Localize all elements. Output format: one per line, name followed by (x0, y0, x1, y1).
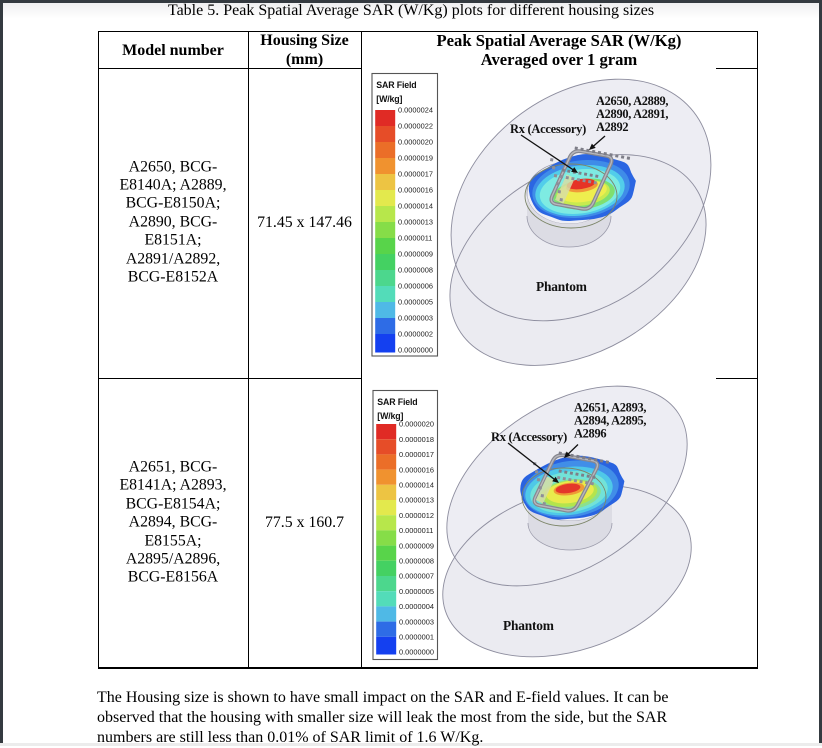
svg-text:0.0000004: 0.0000004 (399, 602, 434, 611)
svg-text:0.0000009: 0.0000009 (399, 541, 434, 550)
svg-text:0.0000001: 0.0000001 (399, 633, 434, 642)
svg-text:A2650, A2889,: A2650, A2889, (596, 94, 668, 108)
svg-text:0.0000019: 0.0000019 (398, 154, 433, 163)
svg-text:0.0000017: 0.0000017 (399, 450, 434, 459)
svg-text:0.0000014: 0.0000014 (398, 202, 433, 211)
svg-text:0.0000000: 0.0000000 (399, 648, 434, 657)
svg-text:0.0000009: 0.0000009 (398, 250, 433, 259)
svg-text:Phantom: Phantom (536, 279, 587, 294)
svg-text:0.0000005: 0.0000005 (398, 298, 433, 307)
svg-text:0.0000003: 0.0000003 (399, 617, 434, 626)
svg-text:0.0000016: 0.0000016 (399, 465, 434, 474)
svg-text:0.0000016: 0.0000016 (398, 186, 433, 195)
svg-text:A2651, A2893,: A2651, A2893, (574, 401, 646, 415)
svg-text:0.0000011: 0.0000011 (399, 526, 433, 535)
svg-text:SAR Field: SAR Field (376, 80, 416, 90)
svg-text:0.0000024: 0.0000024 (398, 106, 433, 115)
svg-text:Rx (Accessory): Rx (Accessory) (510, 122, 586, 136)
svg-text:SAR Field: SAR Field (377, 397, 417, 407)
svg-text:A2890, A2891,: A2890, A2891, (596, 107, 668, 121)
svg-text:Phantom: Phantom (503, 618, 554, 633)
svg-text:0.0000003: 0.0000003 (398, 314, 433, 323)
svg-text:0.0000011: 0.0000011 (398, 234, 432, 243)
svg-text:0.0000008: 0.0000008 (398, 266, 433, 275)
svg-text:0.0000014: 0.0000014 (399, 481, 434, 490)
svg-text:0.0000013: 0.0000013 (398, 218, 433, 227)
svg-text:[W/kg]: [W/kg] (377, 411, 403, 421)
svg-text:0.0000000: 0.0000000 (398, 346, 433, 355)
svg-text:0.0000018: 0.0000018 (399, 435, 434, 444)
svg-text:A2894, A2895,: A2894, A2895, (574, 414, 646, 428)
svg-text:0.0000020: 0.0000020 (399, 420, 434, 429)
svg-text:0.0000022: 0.0000022 (398, 122, 433, 131)
svg-text:0.0000006: 0.0000006 (398, 282, 433, 291)
svg-text:[W/kg]: [W/kg] (376, 94, 402, 104)
svg-text:0.0000008: 0.0000008 (399, 557, 434, 566)
svg-text:0.0000020: 0.0000020 (398, 138, 433, 147)
svg-text:0.0000013: 0.0000013 (399, 496, 434, 505)
svg-text:0.0000017: 0.0000017 (398, 170, 433, 179)
svg-text:A2896: A2896 (574, 427, 606, 441)
svg-text:0.0000012: 0.0000012 (399, 511, 434, 520)
svg-text:0.0000002: 0.0000002 (398, 330, 433, 339)
svg-text:0.0000007: 0.0000007 (399, 572, 434, 581)
svg-text:0.0000005: 0.0000005 (399, 587, 434, 596)
svg-text:A2892: A2892 (596, 120, 628, 134)
svg-text:Rx (Accessory): Rx (Accessory) (491, 430, 567, 444)
